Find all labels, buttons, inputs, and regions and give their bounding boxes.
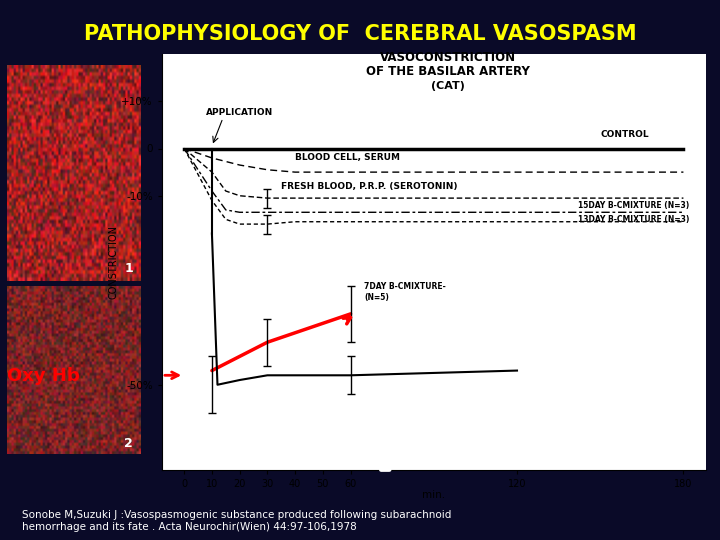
Text: PATHOPHYSIOLOGY OF  CEREBRAL VASOSPASM: PATHOPHYSIOLOGY OF CEREBRAL VASOSPASM (84, 24, 636, 44)
Text: 13DAY B-CMIXTURE (N=3): 13DAY B-CMIXTURE (N=3) (578, 215, 689, 224)
Text: OF THE BASILAR ARTERY: OF THE BASILAR ARTERY (366, 65, 530, 78)
Text: Oxy Hb: Oxy Hb (7, 367, 80, 384)
Text: 7DAY B-CMIXTURE-
(N=5): 7DAY B-CMIXTURE- (N=5) (364, 282, 446, 302)
Y-axis label: CONSTRICTION: CONSTRICTION (109, 225, 119, 299)
Text: FRESH BLOOD, P.R.P. (SEROTONIN): FRESH BLOOD, P.R.P. (SEROTONIN) (282, 181, 458, 191)
Text: BLOOD CELL, SERUM: BLOOD CELL, SERUM (295, 153, 400, 163)
Text: APPLICATION: APPLICATION (207, 109, 274, 117)
Text: 1: 1 (125, 262, 133, 275)
X-axis label: min.: min. (422, 490, 446, 500)
Text: (CAT): (CAT) (431, 82, 464, 91)
Text: 2: 2 (125, 437, 133, 450)
Text: 15DAY B-CMIXTURE (N=3): 15DAY B-CMIXTURE (N=3) (578, 200, 689, 210)
Text: VASOCONSTRICTION: VASOCONSTRICTION (379, 51, 516, 64)
Text: Sonobe M,Suzuki J :Vasospasmogenic substance produced following subarachnoid
hem: Sonobe M,Suzuki J :Vasospasmogenic subst… (22, 510, 451, 532)
Text: CONTROL: CONTROL (600, 130, 649, 139)
